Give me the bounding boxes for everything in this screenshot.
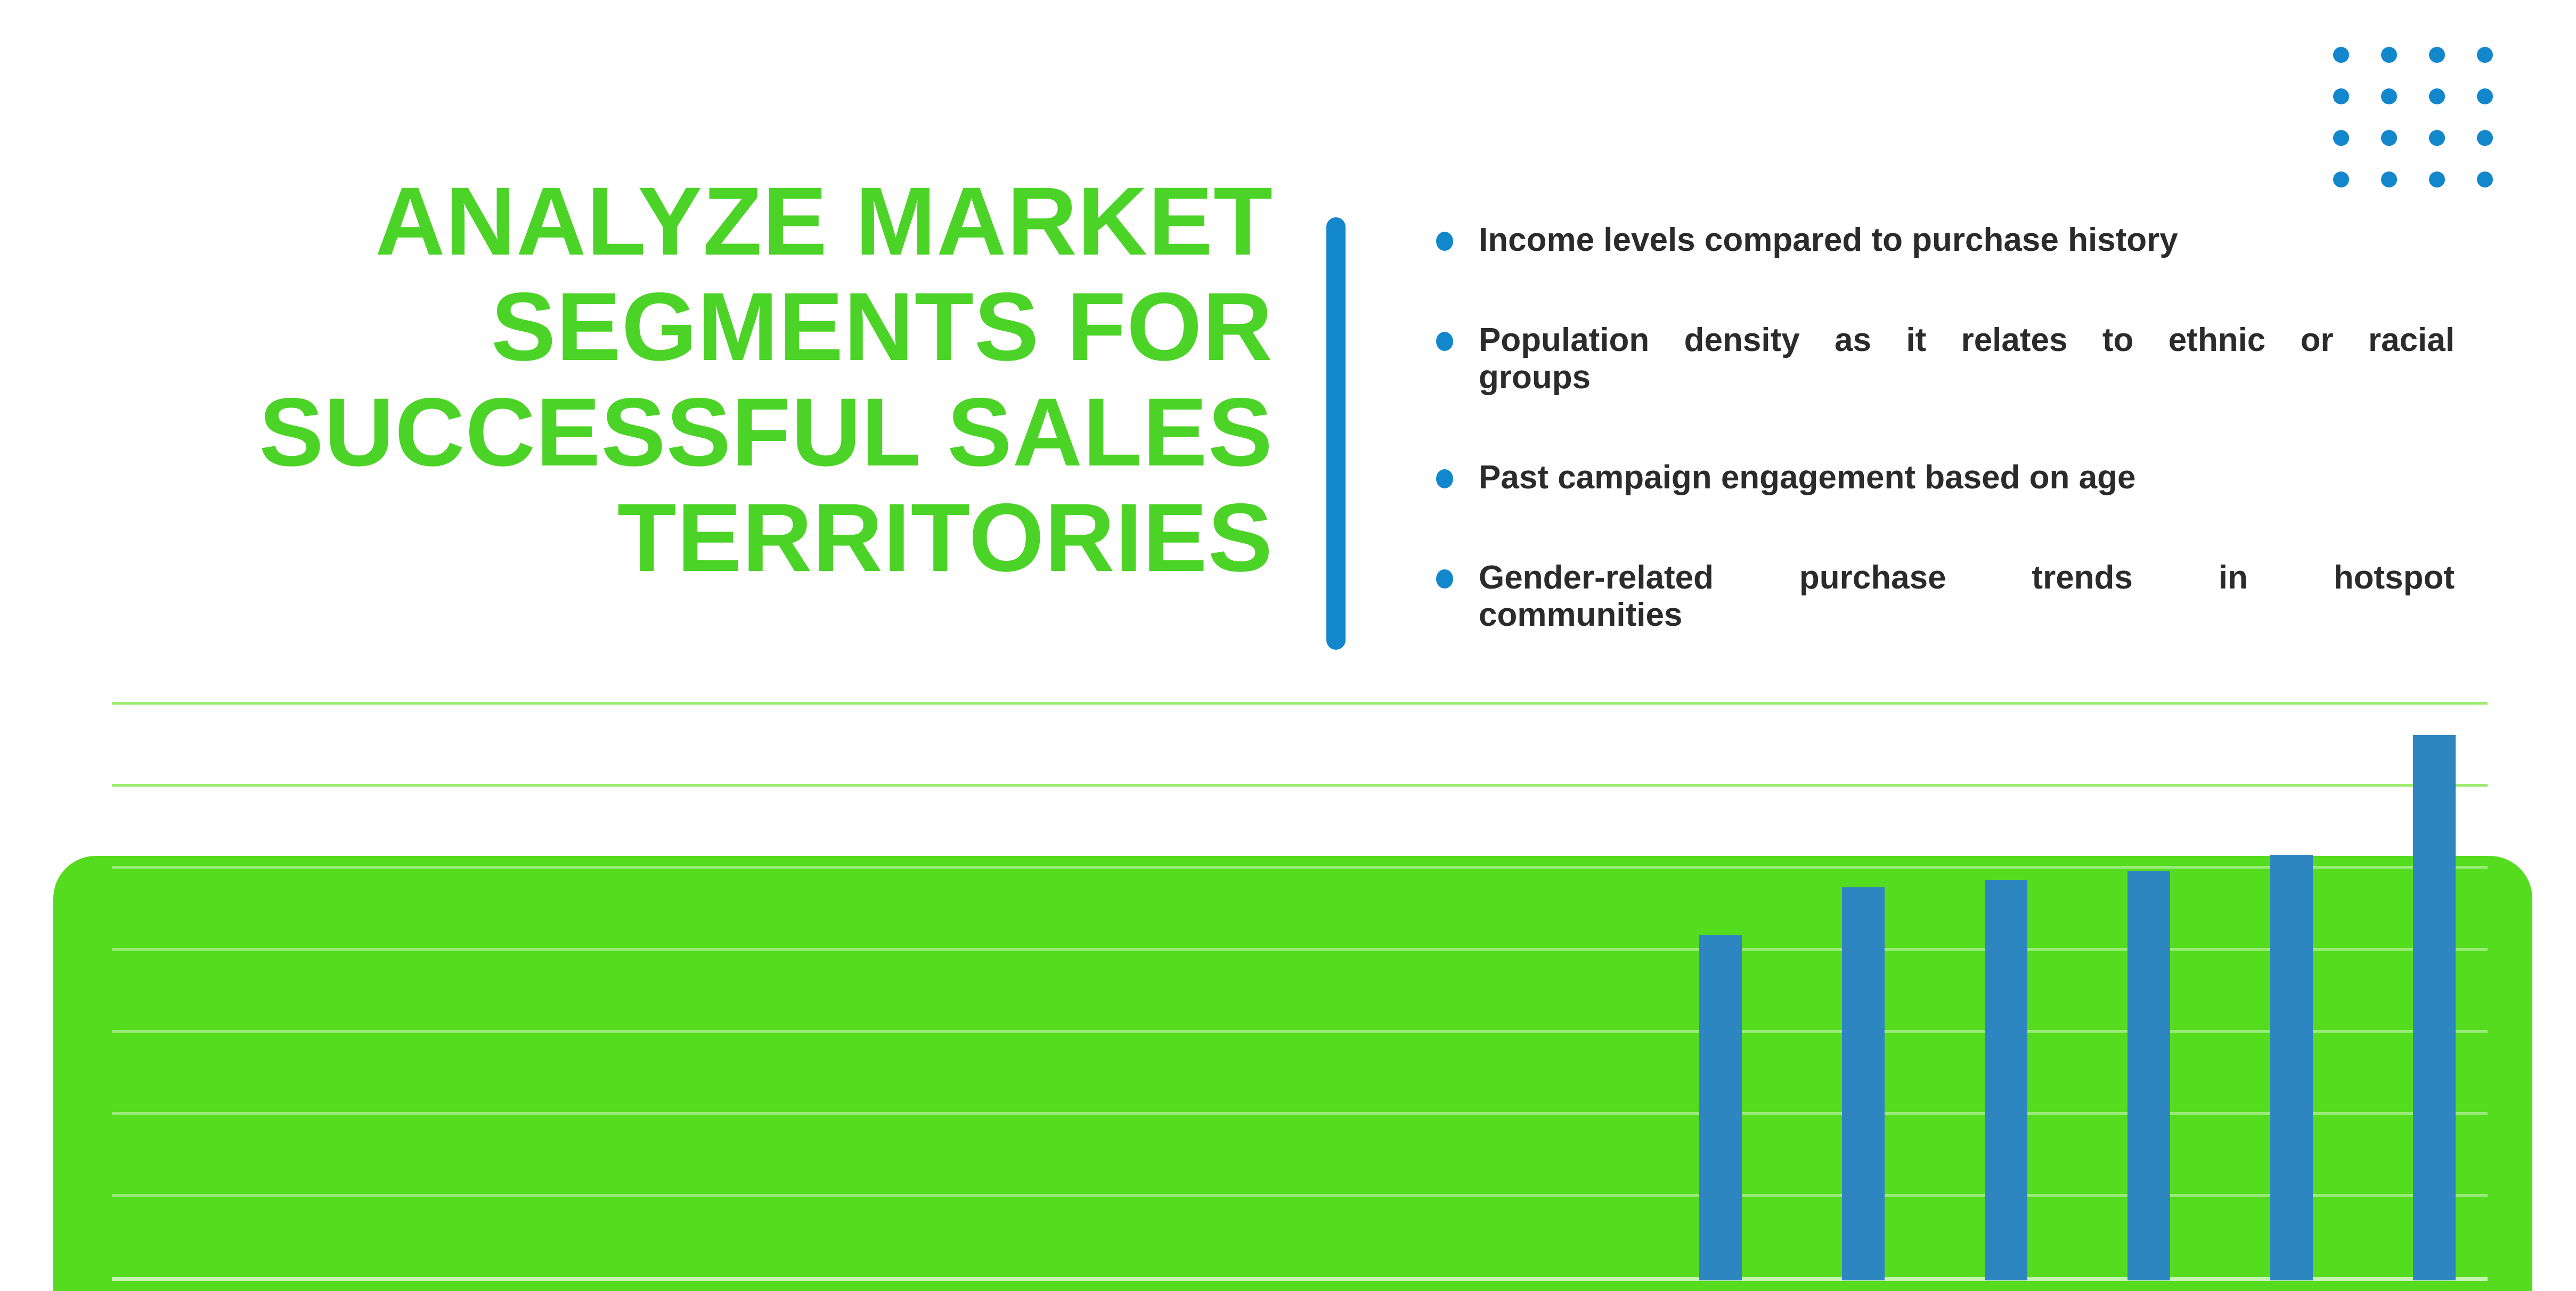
dot-icon — [2381, 47, 2397, 63]
dot-icon — [2381, 171, 2397, 187]
bullet-list: Income levels compared to purchase histo… — [1436, 222, 2455, 697]
bar — [1699, 935, 1742, 1280]
baseline-gridline — [112, 1277, 2488, 1281]
dot-icon — [2477, 88, 2493, 104]
bullet-icon — [1436, 569, 1453, 589]
bullet-icon — [1436, 232, 1453, 251]
list-item: Gender-related purchase trends in hotspo… — [1436, 559, 2455, 634]
bar — [1985, 880, 2027, 1280]
dot-icon — [2381, 88, 2397, 104]
list-item: Past campaign engagement based on age — [1436, 459, 2455, 496]
dot-icon — [2477, 47, 2493, 63]
dot-icon — [2333, 88, 2349, 104]
bullet-text: Population density as it relates to ethn… — [1479, 322, 2455, 358]
gridline — [112, 1030, 2488, 1033]
list-item: Population density as it relates to ethn… — [1436, 322, 2455, 396]
dot-icon — [2333, 130, 2349, 146]
gridline — [112, 784, 2488, 787]
bullet-icon — [1436, 469, 1453, 488]
bullet-text: Gender-related purchase trends in hotspo… — [1479, 559, 2455, 596]
dot-icon — [2477, 130, 2493, 146]
dot-icon — [2333, 171, 2349, 187]
gridline — [112, 1194, 2488, 1197]
title-line: TERRITORIES — [617, 483, 1273, 592]
bullet-text: Past campaign engagement based on age — [1479, 459, 2136, 496]
bar — [2270, 855, 2313, 1280]
bar — [2413, 735, 2456, 1280]
dot-grid-decoration — [2333, 47, 2493, 187]
bar — [2127, 871, 2170, 1280]
green-panel — [53, 856, 2532, 1291]
bullet-text: Income levels compared to purchase histo… — [1479, 222, 2178, 258]
title-divider — [1326, 217, 1346, 650]
bar — [1842, 887, 1885, 1280]
gridline — [112, 948, 2488, 951]
title-line: ANALYZE MARKET — [375, 167, 1273, 275]
gridline — [112, 1112, 2488, 1115]
dot-icon — [2429, 47, 2445, 63]
dot-icon — [2429, 171, 2445, 187]
slide-title: ANALYZE MARKET SEGMENTS FOR SUCCESSFUL S… — [64, 168, 1273, 590]
title-line: SEGMENTS FOR — [491, 272, 1273, 381]
gridline — [112, 702, 2488, 705]
dot-icon — [2381, 130, 2397, 146]
dot-icon — [2333, 47, 2349, 63]
dot-icon — [2477, 171, 2493, 187]
list-item: Income levels compared to purchase histo… — [1436, 222, 2455, 259]
dot-icon — [2429, 130, 2445, 146]
bullet-text: communities — [1479, 597, 1683, 633]
bullet-text: groups — [1479, 359, 1591, 396]
gridline — [112, 866, 2488, 869]
bullet-icon — [1436, 332, 1453, 351]
title-line: SUCCESSFUL SALES — [259, 378, 1273, 486]
dot-icon — [2429, 88, 2445, 104]
